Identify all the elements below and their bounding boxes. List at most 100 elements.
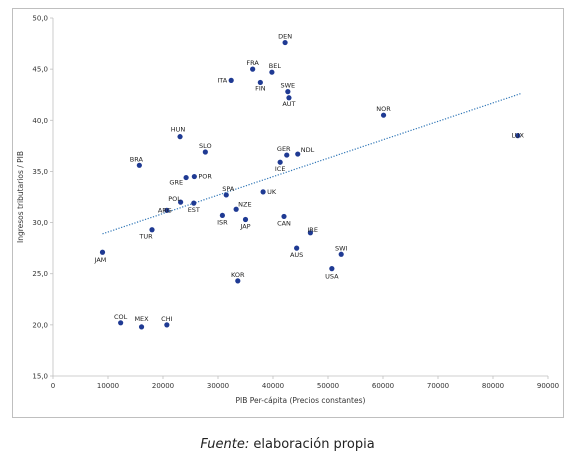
data-point	[281, 213, 287, 220]
point-label: EST	[188, 206, 200, 214]
x-tick-label: 80000	[482, 382, 504, 390]
data-point	[285, 89, 291, 95]
y-tick-label: 50,0	[32, 15, 48, 23]
point-label: DEN	[278, 33, 292, 41]
data-point	[338, 251, 344, 257]
point-label: MEX	[134, 315, 149, 323]
data-point	[164, 207, 170, 213]
point-label: SPA	[222, 185, 235, 193]
point-label: COL	[114, 313, 128, 321]
data-point	[515, 133, 521, 139]
y-tick-label: 35,0	[32, 168, 48, 176]
data-point	[164, 322, 170, 328]
y-tick-label: 15,0	[32, 373, 48, 381]
data-point	[202, 149, 208, 155]
data-point	[295, 151, 301, 157]
x-tick-label: 0	[51, 382, 55, 390]
y-axis-title: Ingresos tributarios / PIB	[16, 151, 25, 243]
point-label: BEL	[269, 62, 282, 70]
scatter-chart: 0 10000 20000 30000 40000 50000 60000 70000 8000…	[16, 15, 559, 406]
data-point	[277, 159, 283, 165]
x-tick-label: 50000	[317, 382, 339, 390]
point-label: AUS	[290, 251, 303, 259]
point-label: NDL	[301, 146, 315, 154]
point-label: UK	[267, 188, 277, 196]
x-axis-title: PIB Per-cápita (Precios constantes)	[236, 396, 366, 405]
x-tick-label: 90000	[537, 382, 559, 390]
x-tick-label: 70000	[427, 382, 449, 390]
data-point	[136, 162, 142, 168]
data-point	[177, 134, 183, 140]
point-label: CAN	[277, 219, 291, 227]
point-label: AUT	[282, 100, 295, 108]
data-point	[191, 173, 197, 180]
data-point	[223, 192, 229, 198]
x-tick-label: 30000	[207, 382, 229, 390]
caption-source-label: Fuente:	[200, 437, 250, 452]
x-tick-label: 20000	[152, 382, 174, 390]
data-point	[242, 216, 249, 223]
point-label: IRE	[307, 226, 318, 234]
point-label: JAP	[239, 223, 250, 231]
data-point	[286, 95, 292, 101]
trendline	[102, 93, 521, 235]
data-point	[228, 77, 234, 83]
data-point	[178, 199, 184, 205]
point-label: FIN	[255, 84, 266, 92]
data-point	[149, 227, 155, 233]
data-point	[183, 174, 189, 181]
point-label: SLO	[199, 142, 212, 150]
point-label: NOR	[376, 105, 391, 113]
point-label: TUR	[138, 233, 153, 241]
y-tick-label: 45,0	[32, 66, 48, 74]
x-tick-label: 40000	[262, 382, 284, 390]
point-label: SWI	[335, 244, 348, 252]
points-layer: DEN FRA BEL ITA FIN SWE AUT NOR LUX HUN SLO GER NDL B…	[94, 33, 525, 330]
point-label: ICE	[275, 165, 286, 173]
point-label: FRA	[246, 59, 259, 67]
data-point	[219, 212, 225, 219]
point-label: NZE	[238, 200, 251, 208]
data-point	[233, 206, 239, 212]
trendline-layer	[102, 93, 521, 235]
point-label: CHI	[161, 315, 172, 323]
point-label: ARG	[158, 206, 172, 214]
axes: 0 10000 20000 30000 40000 50000 60000 70000 8000…	[32, 15, 559, 391]
data-point	[235, 278, 241, 284]
data-point	[138, 324, 145, 330]
y-tick-label: 30,0	[32, 219, 48, 227]
point-label: JAM	[94, 256, 107, 264]
point-label: GER	[277, 145, 291, 153]
data-point	[284, 152, 290, 158]
point-label: POR	[198, 173, 212, 181]
x-tick-label: 10000	[97, 382, 119, 390]
y-tick-label: 25,0	[32, 270, 48, 278]
data-point	[380, 112, 387, 118]
data-point	[191, 200, 197, 206]
data-point	[282, 39, 288, 46]
caption-source-text: elaboración propia	[249, 437, 375, 452]
data-point	[257, 79, 263, 86]
data-point	[260, 189, 266, 195]
point-label: KOR	[231, 271, 245, 279]
chart-frame: 0 10000 20000 30000 40000 50000 60000 70000 8000…	[12, 8, 564, 418]
data-point	[329, 266, 335, 272]
data-point	[99, 249, 106, 255]
x-tick-label: 60000	[372, 382, 394, 390]
figure-caption: Fuente: elaboración propia	[0, 437, 575, 452]
point-label: ITA	[217, 76, 227, 84]
point-label: ISR	[217, 218, 228, 226]
point-label: LUX	[511, 132, 524, 140]
point-label: BRA	[130, 155, 144, 163]
data-point	[250, 66, 256, 72]
data-point	[118, 320, 124, 326]
point-label: GRE	[169, 179, 183, 187]
point-label: HUN	[171, 126, 186, 134]
data-point	[307, 230, 313, 236]
y-tick-label: 40,0	[32, 117, 48, 125]
data-point	[294, 245, 300, 251]
point-label: SWE	[281, 82, 296, 90]
y-tick-label: 20,0	[32, 321, 48, 329]
data-point	[269, 69, 275, 75]
point-label: POL	[168, 195, 181, 203]
